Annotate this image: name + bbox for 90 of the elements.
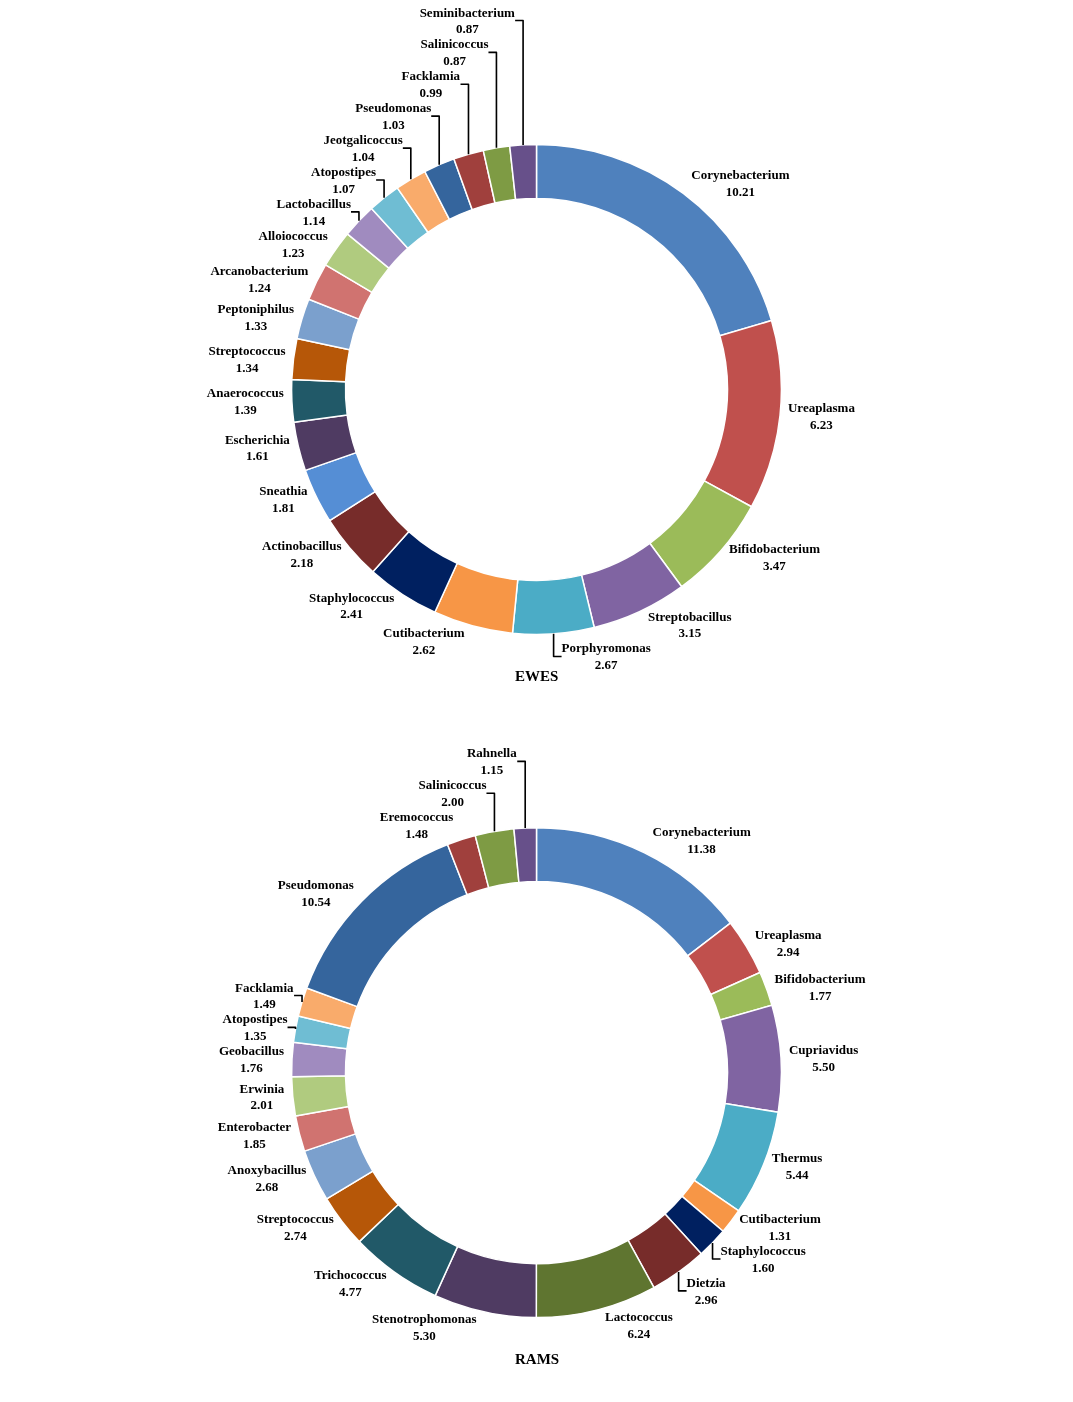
data-label: 1.77 xyxy=(808,987,832,1003)
slice-label: Erwinia xyxy=(239,1080,285,1096)
slice-label: Trichococcus xyxy=(313,1266,387,1282)
data-label: 0.87 xyxy=(455,21,480,37)
data-label: 1.39 xyxy=(233,401,258,417)
data-label: 1.35 xyxy=(243,1028,267,1044)
text: RAMS xyxy=(515,1351,560,1367)
data-label: 1.61 xyxy=(246,448,269,464)
data-label: 1.23 xyxy=(281,244,306,260)
data-label: 2.62 xyxy=(412,641,436,657)
data-label: 1.33 xyxy=(244,318,268,334)
data-label: 1.03 xyxy=(381,117,406,133)
slice-label: Porphyromonas xyxy=(561,640,651,656)
data-label: 2.01 xyxy=(250,1097,274,1113)
data-label: 6.23 xyxy=(810,416,834,432)
slice-label: Anaerococcus xyxy=(206,384,284,400)
data-label: 10.21 xyxy=(725,184,756,200)
data-label: 5.44 xyxy=(785,1166,809,1182)
slice-label: Bifidobacterium xyxy=(774,970,866,986)
data-label: 2.18 xyxy=(290,555,314,571)
slice-label: Alloiococcus xyxy=(258,227,328,243)
data-label: 4.77 xyxy=(338,1283,363,1299)
data-label: 1.60 xyxy=(751,1259,775,1275)
slice-label: Staphylococcus xyxy=(309,589,395,605)
data-label: 2.96 xyxy=(694,1291,718,1307)
slice-label: Stenotrophomonas xyxy=(372,1311,477,1327)
slice-label: Bifidobacterium xyxy=(728,541,821,557)
slice-label: Eremococcus xyxy=(379,809,454,825)
data-label: 1.81 xyxy=(272,500,295,516)
data-label: 1.24 xyxy=(248,279,272,295)
data-label: 2.68 xyxy=(255,1179,279,1195)
slice-label: Jeotgalicoccus xyxy=(323,132,403,148)
slice-label: Pseudomonas xyxy=(277,877,354,893)
slice-label: Atopostipes xyxy=(222,1011,288,1027)
data-label: 1.76 xyxy=(240,1060,264,1076)
slice-label: Corynebacterium xyxy=(652,824,751,840)
data-label: 1.34 xyxy=(235,359,259,375)
data-label: 0.99 xyxy=(419,85,443,101)
data-label: 6.24 xyxy=(627,1325,651,1341)
slice-label: Facklamia xyxy=(235,979,295,995)
data-label: 5.50 xyxy=(812,1059,836,1075)
slice-label: Escherichia xyxy=(224,431,291,447)
slice-label: Lactococcus xyxy=(604,1308,673,1324)
data-label: 3.47 xyxy=(763,558,787,574)
slice-label: Dietzia xyxy=(686,1274,727,1290)
slice-label: Atopostipes xyxy=(311,164,377,180)
slice-label: Arcanobacterium xyxy=(210,262,309,278)
slice-label: Staphylococcus xyxy=(720,1243,806,1259)
data-label: 2.41 xyxy=(340,606,364,622)
slice-label: Peptoniphilus xyxy=(217,301,295,317)
slice-label: Geobacillus xyxy=(218,1043,284,1059)
slice-label: Streptobacillus xyxy=(647,608,732,624)
slice-label: Cutibacterium xyxy=(383,624,465,640)
slice-label: Facklamia xyxy=(401,68,461,84)
slice-label: Streptococcus xyxy=(256,1211,334,1227)
data-label: 1.31 xyxy=(768,1228,792,1244)
text: EWES xyxy=(515,668,559,684)
data-label: 1.04 xyxy=(351,149,375,165)
slice-label: Streptococcus xyxy=(208,342,286,358)
slice-label: Cupriavidus xyxy=(788,1042,859,1058)
slice-label: Rahnella xyxy=(466,745,518,761)
data-label: 1.49 xyxy=(252,996,277,1012)
data-label: 0.87 xyxy=(443,53,467,69)
data-label: 1.48 xyxy=(405,826,429,842)
data-label: 2.74 xyxy=(283,1227,308,1243)
data-label: 2.67 xyxy=(594,657,619,673)
slice-label: Pseudomonas xyxy=(355,100,432,116)
slice-label: Salinicoccus xyxy=(418,777,487,793)
data-label: 5.30 xyxy=(412,1328,436,1344)
data-label: 1.14 xyxy=(302,212,326,228)
slice-label: Seminibacterium xyxy=(419,4,516,20)
slice-label: Lactobacillus xyxy=(276,195,351,211)
slice-label: Corynebacterium xyxy=(691,167,790,183)
slice-label: Sneathia xyxy=(259,483,309,499)
data-label: 1.07 xyxy=(332,180,356,196)
slice-label: Actinobacillus xyxy=(262,538,342,554)
data-label: 2.00 xyxy=(441,794,464,810)
slice-label: Salinicoccus xyxy=(420,36,489,52)
data-label: 10.54 xyxy=(301,894,331,910)
data-label: 3.15 xyxy=(678,625,702,641)
slice-label: Enterobacter xyxy=(217,1118,292,1134)
slice-label: Ureaplasma xyxy=(787,399,856,415)
data-label: 11.38 xyxy=(687,840,717,856)
slice-label: Thermus xyxy=(771,1149,823,1165)
slice-label: Anoxybacillus xyxy=(227,1162,307,1178)
slice-label: Ureaplasma xyxy=(754,926,823,942)
data-label: 1.15 xyxy=(480,762,504,778)
data-label: 1.85 xyxy=(243,1135,267,1151)
slice-label: Cutibacterium xyxy=(739,1211,821,1227)
data-label: 2.94 xyxy=(776,943,800,959)
